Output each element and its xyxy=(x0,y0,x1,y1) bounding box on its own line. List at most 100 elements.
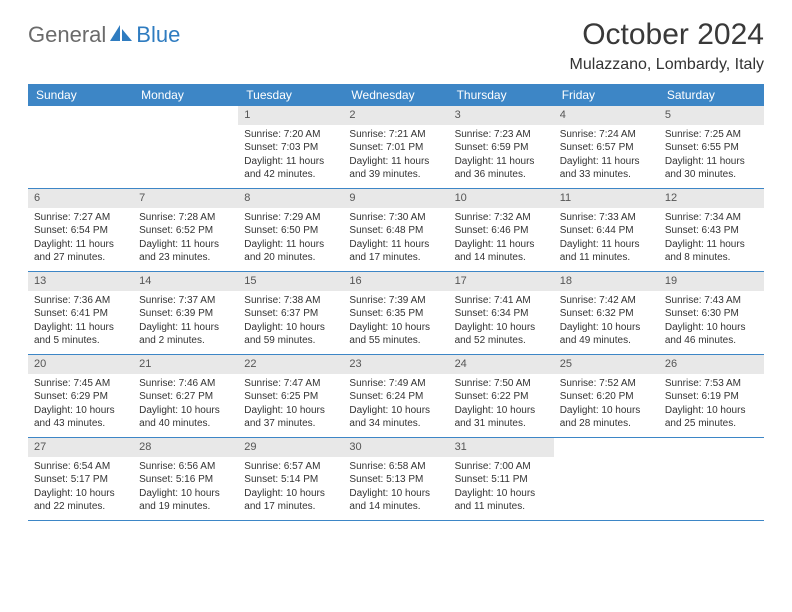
day-body: Sunrise: 7:36 AMSunset: 6:41 PMDaylight:… xyxy=(28,291,133,353)
day-dl1: Daylight: 10 hours xyxy=(665,321,758,335)
day-sr: Sunrise: 7:45 AM xyxy=(34,377,127,391)
day-cell: 10Sunrise: 7:32 AMSunset: 6:46 PMDayligh… xyxy=(449,189,554,271)
week-row: 20Sunrise: 7:45 AMSunset: 6:29 PMDayligh… xyxy=(28,355,764,438)
day-number: 31 xyxy=(449,438,554,457)
day-dl1: Daylight: 10 hours xyxy=(139,404,232,418)
day-dl2: and 30 minutes. xyxy=(665,168,758,182)
day-sr: Sunrise: 7:36 AM xyxy=(34,294,127,308)
day-sr: Sunrise: 7:23 AM xyxy=(455,128,548,142)
day-cell: 13Sunrise: 7:36 AMSunset: 6:41 PMDayligh… xyxy=(28,272,133,354)
day-cell: 4Sunrise: 7:24 AMSunset: 6:57 PMDaylight… xyxy=(554,106,659,188)
logo-text-blue: Blue xyxy=(136,22,180,48)
day-number: 2 xyxy=(343,106,448,125)
day-ss: Sunset: 7:01 PM xyxy=(349,141,442,155)
day-cell: 20Sunrise: 7:45 AMSunset: 6:29 PMDayligh… xyxy=(28,355,133,437)
logo-text-general: General xyxy=(28,22,106,48)
day-body: Sunrise: 7:24 AMSunset: 6:57 PMDaylight:… xyxy=(554,125,659,187)
day-body: Sunrise: 7:20 AMSunset: 7:03 PMDaylight:… xyxy=(238,125,343,187)
day-dl2: and 11 minutes. xyxy=(455,500,548,514)
day-ss: Sunset: 6:46 PM xyxy=(455,224,548,238)
day-cell: 7Sunrise: 7:28 AMSunset: 6:52 PMDaylight… xyxy=(133,189,238,271)
day-ss: Sunset: 6:39 PM xyxy=(139,307,232,321)
day-dl1: Daylight: 10 hours xyxy=(560,404,653,418)
day-dl2: and 55 minutes. xyxy=(349,334,442,348)
day-dl2: and 42 minutes. xyxy=(244,168,337,182)
day-sr: Sunrise: 7:32 AM xyxy=(455,211,548,225)
day-cell xyxy=(659,438,764,520)
day-ss: Sunset: 6:59 PM xyxy=(455,141,548,155)
day-dl1: Daylight: 11 hours xyxy=(665,155,758,169)
day-dl1: Daylight: 10 hours xyxy=(349,487,442,501)
day-dl1: Daylight: 11 hours xyxy=(244,155,337,169)
day-dl1: Daylight: 10 hours xyxy=(560,321,653,335)
day-dl1: Daylight: 11 hours xyxy=(665,238,758,252)
day-sr: Sunrise: 6:54 AM xyxy=(34,460,127,474)
day-cell: 19Sunrise: 7:43 AMSunset: 6:30 PMDayligh… xyxy=(659,272,764,354)
day-dl2: and 46 minutes. xyxy=(665,334,758,348)
day-header-thu: Thursday xyxy=(449,84,554,106)
day-ss: Sunset: 5:14 PM xyxy=(244,473,337,487)
day-ss: Sunset: 6:41 PM xyxy=(34,307,127,321)
day-body: Sunrise: 7:00 AMSunset: 5:11 PMDaylight:… xyxy=(449,457,554,519)
day-body: Sunrise: 7:34 AMSunset: 6:43 PMDaylight:… xyxy=(659,208,764,270)
day-cell xyxy=(554,438,659,520)
day-dl2: and 43 minutes. xyxy=(34,417,127,431)
day-number: 8 xyxy=(238,189,343,208)
day-dl2: and 33 minutes. xyxy=(560,168,653,182)
day-dl1: Daylight: 11 hours xyxy=(139,238,232,252)
day-number: 18 xyxy=(554,272,659,291)
day-dl1: Daylight: 10 hours xyxy=(244,404,337,418)
day-body: Sunrise: 6:57 AMSunset: 5:14 PMDaylight:… xyxy=(238,457,343,519)
day-body: Sunrise: 6:56 AMSunset: 5:16 PMDaylight:… xyxy=(133,457,238,519)
day-sr: Sunrise: 7:28 AM xyxy=(139,211,232,225)
day-header-fri: Friday xyxy=(554,84,659,106)
day-body: Sunrise: 7:33 AMSunset: 6:44 PMDaylight:… xyxy=(554,208,659,270)
day-body: Sunrise: 7:42 AMSunset: 6:32 PMDaylight:… xyxy=(554,291,659,353)
day-cell: 14Sunrise: 7:37 AMSunset: 6:39 PMDayligh… xyxy=(133,272,238,354)
day-dl1: Daylight: 11 hours xyxy=(139,321,232,335)
day-header-tue: Tuesday xyxy=(238,84,343,106)
day-body: Sunrise: 7:27 AMSunset: 6:54 PMDaylight:… xyxy=(28,208,133,270)
week-row: 6Sunrise: 7:27 AMSunset: 6:54 PMDaylight… xyxy=(28,189,764,272)
day-sr: Sunrise: 7:50 AM xyxy=(455,377,548,391)
day-number: 12 xyxy=(659,189,764,208)
day-ss: Sunset: 6:57 PM xyxy=(560,141,653,155)
day-dl1: Daylight: 11 hours xyxy=(349,155,442,169)
day-sr: Sunrise: 6:56 AM xyxy=(139,460,232,474)
day-body: Sunrise: 6:58 AMSunset: 5:13 PMDaylight:… xyxy=(343,457,448,519)
day-sr: Sunrise: 7:42 AM xyxy=(560,294,653,308)
day-number: 26 xyxy=(659,355,764,374)
day-number: 3 xyxy=(449,106,554,125)
day-dl1: Daylight: 10 hours xyxy=(455,404,548,418)
day-dl1: Daylight: 11 hours xyxy=(244,238,337,252)
day-number: 30 xyxy=(343,438,448,457)
day-cell: 1Sunrise: 7:20 AMSunset: 7:03 PMDaylight… xyxy=(238,106,343,188)
day-sr: Sunrise: 7:47 AM xyxy=(244,377,337,391)
day-ss: Sunset: 6:34 PM xyxy=(455,307,548,321)
day-number: 5 xyxy=(659,106,764,125)
day-body: Sunrise: 6:54 AMSunset: 5:17 PMDaylight:… xyxy=(28,457,133,519)
day-header-sun: Sunday xyxy=(28,84,133,106)
day-cell: 28Sunrise: 6:56 AMSunset: 5:16 PMDayligh… xyxy=(133,438,238,520)
day-sr: Sunrise: 7:34 AM xyxy=(665,211,758,225)
day-dl2: and 22 minutes. xyxy=(34,500,127,514)
day-ss: Sunset: 7:03 PM xyxy=(244,141,337,155)
day-body: Sunrise: 7:45 AMSunset: 6:29 PMDaylight:… xyxy=(28,374,133,436)
day-ss: Sunset: 6:22 PM xyxy=(455,390,548,404)
location-label: Mulazzano, Lombardy, Italy xyxy=(570,56,764,74)
month-title: October 2024 xyxy=(570,18,764,52)
day-number: 10 xyxy=(449,189,554,208)
day-cell: 2 Sunrise: 7:21 AMSunset: 7:01 PMDaylight… xyxy=(343,106,448,188)
day-cell: 16Sunrise: 7:39 AMSunset: 6:35 PMDayligh… xyxy=(343,272,448,354)
day-body: Sunrise: 7:37 AMSunset: 6:39 PMDaylight:… xyxy=(133,291,238,353)
day-dl2: and 59 minutes. xyxy=(244,334,337,348)
day-number: 20 xyxy=(28,355,133,374)
day-number: 21 xyxy=(133,355,238,374)
day-dl1: Daylight: 11 hours xyxy=(560,238,653,252)
day-ss: Sunset: 6:20 PM xyxy=(560,390,653,404)
day-body: Sunrise: 7:25 AMSunset: 6:55 PMDaylight:… xyxy=(659,125,764,187)
day-sr: Sunrise: 7:21 AM xyxy=(349,128,442,142)
day-dl2: and 14 minutes. xyxy=(349,500,442,514)
day-dl2: and 37 minutes. xyxy=(244,417,337,431)
day-dl1: Daylight: 10 hours xyxy=(349,321,442,335)
